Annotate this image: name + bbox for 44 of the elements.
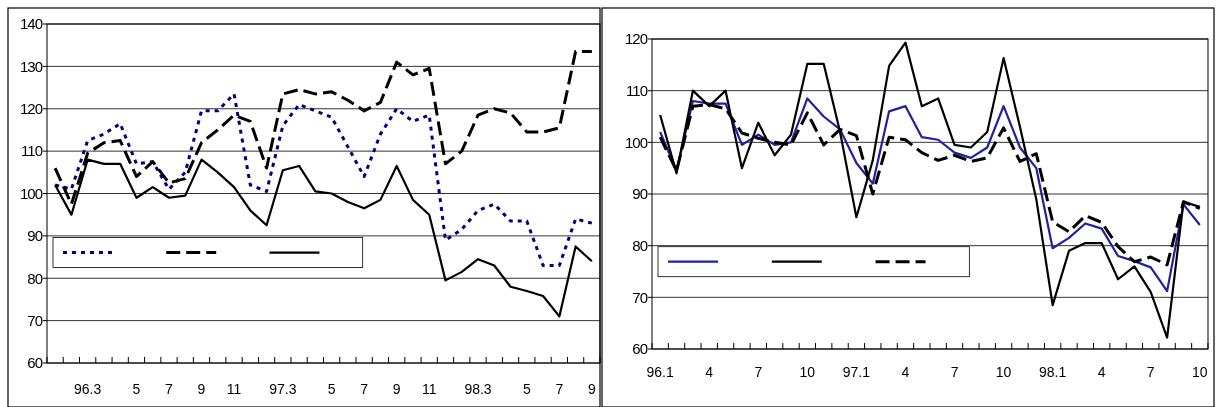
x-tick-label: 4 xyxy=(705,364,714,380)
line-series xyxy=(659,97,1201,293)
y-tick-label: 90 xyxy=(632,185,648,203)
x-tick-label: 96.3 xyxy=(74,381,102,397)
x-tick-label: 10 xyxy=(799,364,816,380)
x-tick-label: 10 xyxy=(1192,364,1208,380)
y-tick-label: 100 xyxy=(624,133,648,151)
y-tick-label: 60 xyxy=(27,354,43,372)
y-tick-label: 110 xyxy=(21,142,43,160)
x-tick-label: 98.3 xyxy=(464,381,492,397)
x-tick-label: 97.1 xyxy=(842,364,871,380)
y-tick-label: 80 xyxy=(27,269,43,287)
x-tick-label: 98.1 xyxy=(1039,364,1067,380)
x-tick-label: 5 xyxy=(327,381,336,397)
x-tick-label: 11 xyxy=(421,381,437,397)
x-tick-label: 7 xyxy=(950,364,959,380)
y-tick-label: 100 xyxy=(19,184,43,202)
x-tick-label: 5 xyxy=(522,381,531,397)
x-tick-label: 4 xyxy=(1097,364,1106,380)
x-tick-label: 97.3 xyxy=(269,381,297,397)
x-tick-label: 10 xyxy=(995,364,1012,380)
x-tick-label: 7 xyxy=(555,381,564,397)
y-tick-label: 120 xyxy=(19,100,43,117)
y-tick-label: 140 xyxy=(19,15,43,33)
x-tick-label: 7 xyxy=(754,364,763,380)
y-tick-label: 70 xyxy=(632,288,648,306)
x-tick-label: 5 xyxy=(132,381,141,397)
x-tick-label: 7 xyxy=(360,381,369,397)
x-tick-label: 9 xyxy=(392,381,401,397)
x-tick-label: 96.1 xyxy=(646,364,675,380)
y-tick-label: 60 xyxy=(632,340,648,358)
y-tick-label: 120 xyxy=(624,30,648,48)
x-tick-label: 9 xyxy=(587,381,596,397)
x-tick-label: 9 xyxy=(197,381,206,397)
line-series xyxy=(53,92,594,268)
y-tick-label: 80 xyxy=(632,236,648,254)
y-tick-label: 70 xyxy=(27,311,43,329)
x-tick-label: 7 xyxy=(1146,364,1155,380)
x-tick-label: 11 xyxy=(226,381,242,397)
x-tick-label: 4 xyxy=(901,364,910,380)
x-tick-label: 7 xyxy=(165,381,174,397)
y-tick-label: 130 xyxy=(19,57,43,75)
y-tick-label: 110 xyxy=(626,81,648,99)
y-tick-label: 90 xyxy=(27,227,43,245)
